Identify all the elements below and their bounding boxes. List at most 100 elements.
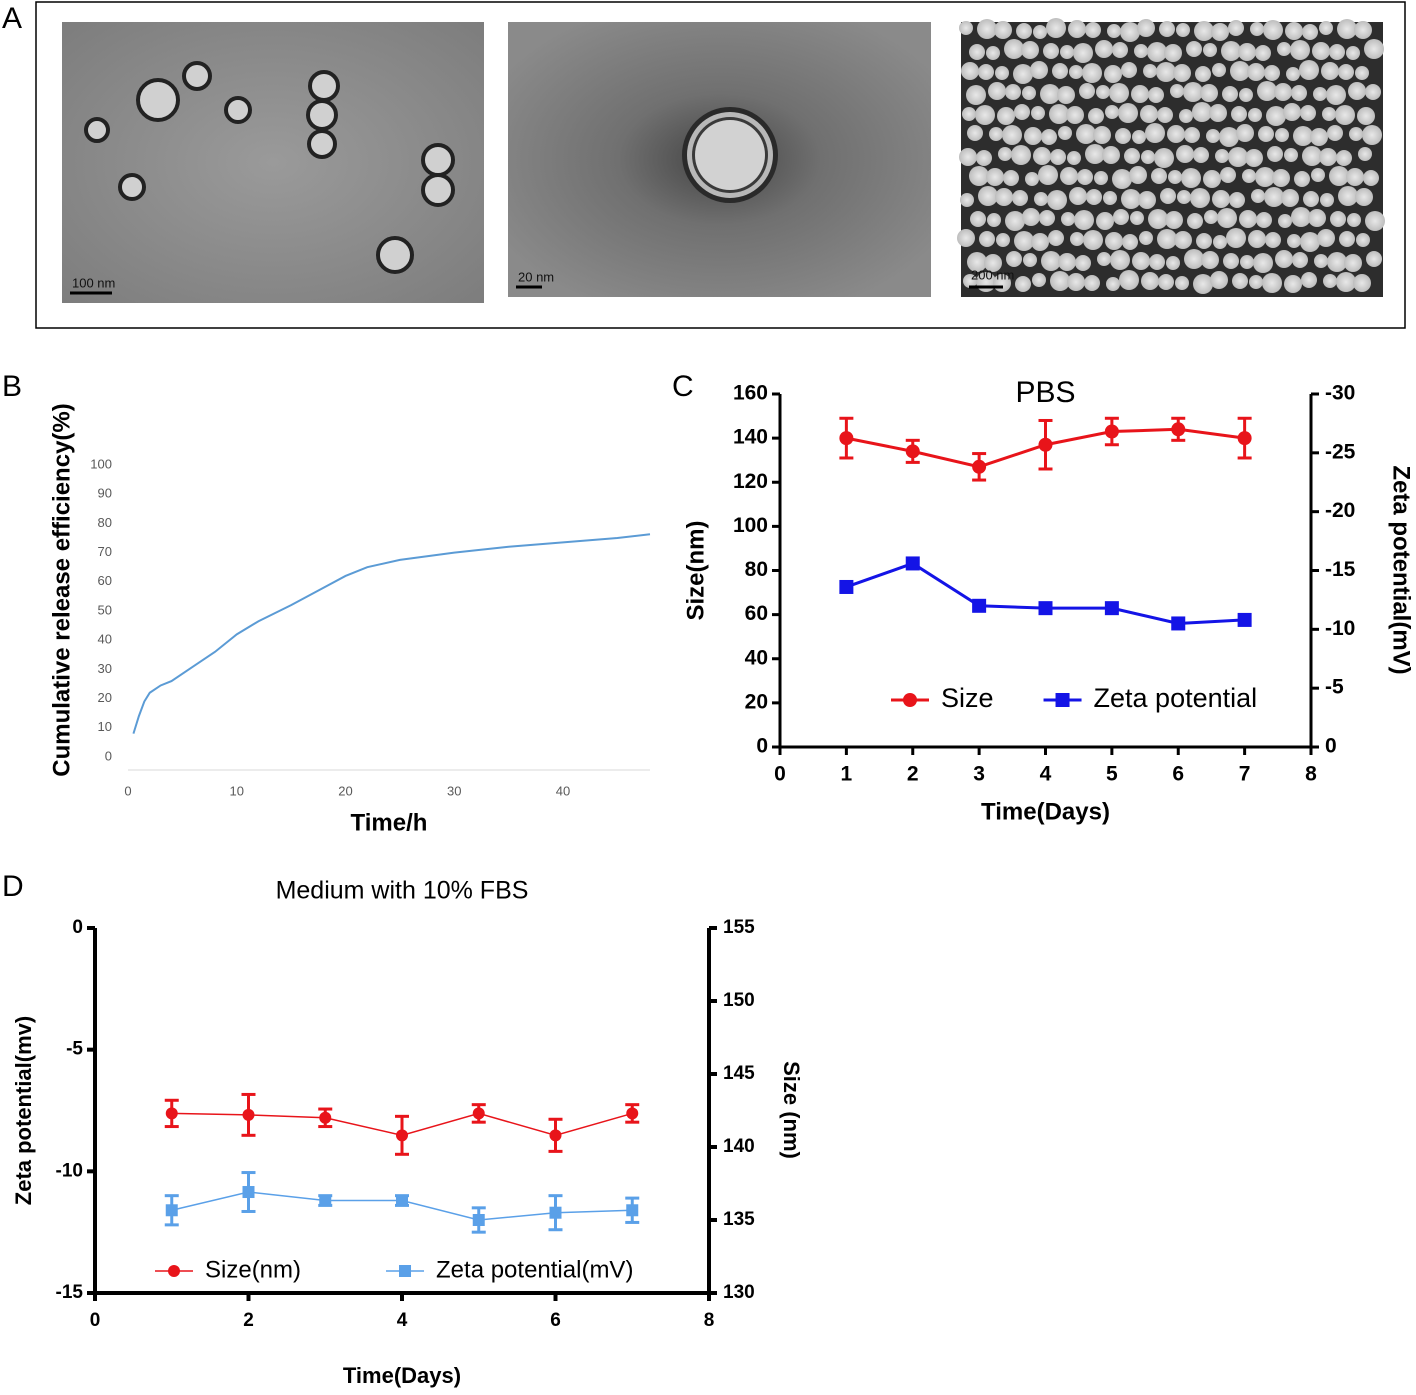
- y-axis-title: Cumulative release efficiency(%): [48, 403, 75, 777]
- y-tick-label: 0: [72, 917, 83, 938]
- y2-tick-label: 140: [723, 1136, 755, 1157]
- data-point: [165, 1107, 178, 1120]
- x-tick-label: 5: [1106, 763, 1118, 786]
- legend-label: Zeta potential(mV): [436, 1256, 633, 1283]
- y-tick-label: 0: [756, 735, 768, 758]
- panel-frame: [35, 1, 1406, 329]
- data-point: [839, 431, 854, 446]
- y2-tick-label: 135: [723, 1209, 755, 1230]
- y-tick-label: 100: [733, 514, 768, 537]
- y-tick-label: 70: [98, 544, 112, 559]
- x-tick-label: 2: [907, 763, 919, 786]
- micrograph: 20 nm: [508, 22, 931, 297]
- data-point: [242, 1108, 255, 1121]
- x-tick-label: 4: [397, 1310, 408, 1331]
- x-tick-label: 7: [1239, 763, 1251, 786]
- y-tick-label: 20: [98, 690, 112, 705]
- x-tick-label: 20: [338, 783, 352, 798]
- y-tick-label: 40: [98, 632, 112, 647]
- y2-tick-label: -5: [1325, 676, 1344, 699]
- y2-tick-label: -25: [1325, 440, 1356, 463]
- x-tick-label: 4: [1040, 763, 1052, 786]
- legend-marker: [399, 1265, 412, 1277]
- x-tick-label: 0: [774, 763, 786, 786]
- x-tick-label: 1: [841, 763, 853, 786]
- data-point: [242, 1186, 255, 1199]
- data-point: [472, 1107, 485, 1120]
- x-tick-label: 40: [556, 783, 570, 798]
- x-tick-label: 0: [90, 1310, 101, 1331]
- y-tick-label: 60: [745, 602, 768, 625]
- x-tick-label: 30: [447, 783, 461, 798]
- y2-tick-label: -30: [1325, 382, 1355, 405]
- y2-tick-label: -20: [1325, 499, 1355, 522]
- y-tick-label: 80: [745, 558, 768, 581]
- x-tick-label: 6: [550, 1310, 561, 1331]
- y-tick-label: 60: [98, 573, 112, 588]
- x-tick-label: 10: [230, 783, 244, 798]
- y2-tick-label: 0: [1325, 735, 1337, 758]
- data-point: [319, 1194, 332, 1207]
- y2-tick-label: 155: [723, 917, 755, 938]
- micrograph: 100 nm: [62, 22, 484, 303]
- data-point: [1171, 422, 1186, 437]
- data-point: [319, 1111, 332, 1124]
- y2-axis-title: Zeta potential(mV): [1388, 465, 1415, 674]
- x-tick-label: 6: [1172, 763, 1184, 786]
- x-tick-label: 2: [243, 1310, 254, 1331]
- y2-tick-label: 130: [723, 1282, 755, 1303]
- y-tick-label: -10: [56, 1160, 83, 1181]
- data-point: [1171, 616, 1186, 631]
- y-tick-label: 20: [745, 690, 768, 713]
- legend-marker: [168, 1265, 180, 1277]
- panel-label: A: [2, 2, 22, 35]
- y2-tick-label: 145: [723, 1063, 755, 1084]
- data-point: [626, 1204, 639, 1217]
- panel-label: B: [2, 370, 22, 403]
- data-point: [472, 1214, 485, 1226]
- y-tick-label: -15: [56, 1282, 84, 1303]
- data-point: [1237, 431, 1252, 446]
- micrograph: 200 nm: [957, 18, 1385, 297]
- panel-label: D: [2, 870, 24, 903]
- chart-title: PBS: [1015, 376, 1075, 409]
- data-point: [1038, 601, 1053, 616]
- data-point: [839, 579, 854, 594]
- x-tick-label: 3: [973, 763, 985, 786]
- y-tick-label: 120: [733, 470, 768, 493]
- legend-label: Zeta potential: [1094, 683, 1258, 713]
- x-tick-label: 8: [1305, 763, 1317, 786]
- data-point: [1104, 601, 1119, 616]
- data-point: [972, 459, 987, 474]
- data-point: [549, 1206, 562, 1219]
- y-tick-label: 40: [745, 646, 768, 669]
- y-tick-label: 10: [98, 719, 112, 734]
- panel-label: C: [672, 370, 694, 403]
- y2-tick-label: -10: [1325, 617, 1355, 640]
- data-point: [1104, 424, 1119, 439]
- data-point: [165, 1204, 178, 1217]
- chart-title: Medium with 10% FBS: [276, 877, 529, 905]
- y-tick-label: 50: [98, 602, 112, 617]
- data-point: [396, 1194, 408, 1207]
- x-axis-title: Time(Days): [343, 1363, 461, 1388]
- data-line: [132, 533, 651, 734]
- data-point: [905, 444, 920, 459]
- data-point: [549, 1129, 562, 1142]
- legend-marker: [1055, 693, 1070, 707]
- x-axis-title: Time/h: [351, 809, 428, 836]
- y-tick-label: -5: [66, 1039, 83, 1060]
- y-tick-label: 160: [733, 382, 768, 405]
- scale-bar-label: 100 nm: [72, 275, 115, 290]
- y-axis-title: Size(nm): [682, 520, 709, 620]
- data-point: [905, 556, 920, 571]
- y2-axis-title: Size (nm): [779, 1061, 804, 1159]
- legend-marker: [903, 693, 917, 707]
- x-tick-label: 8: [704, 1310, 715, 1331]
- scale-bar-label: 200 nm: [971, 267, 1014, 282]
- y-tick-label: 30: [98, 661, 112, 676]
- data-point: [1237, 612, 1252, 627]
- y-tick-label: 140: [733, 426, 768, 449]
